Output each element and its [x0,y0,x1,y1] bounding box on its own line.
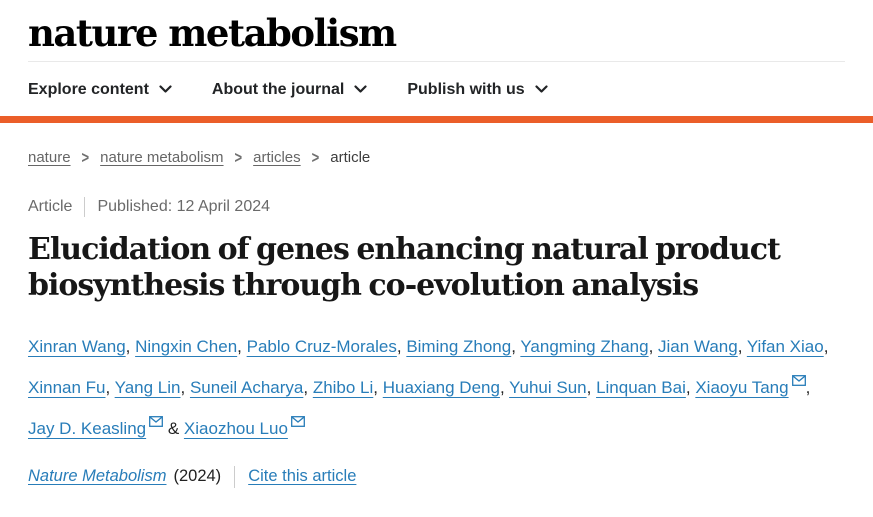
chevron-right-icon: > [81,147,90,167]
author: Jian Wang, [658,337,747,356]
author: Yangming Zhang, [520,337,658,356]
author: Xinnan Fu, [28,378,115,397]
author-link[interactable]: Yangming Zhang [520,337,649,357]
cite-this-article-link[interactable]: Cite this article [248,467,357,486]
author: Yifan Xiao, [747,337,829,356]
author-separator: , [237,337,247,357]
author: Zhibo Li, [313,378,383,397]
author-separator: , [180,378,190,398]
author-link[interactable]: Linquan Bai [596,378,686,398]
author-link[interactable]: Huaxiang Deng [382,378,500,398]
author-separator: , [737,337,747,357]
author: Huaxiang Deng, [383,378,509,397]
author-link[interactable]: Yifan Xiao [746,337,824,357]
author-list: Xinran Wang, Ningxin Chen, Pablo Cruz-Mo… [28,327,845,449]
nav-about-the-journal[interactable]: About the journal [212,81,367,99]
email-envelope-icon[interactable] [290,402,305,443]
breadcrumb-link-nature[interactable]: nature [28,148,71,166]
journal-cite-row: Nature Metabolism (2024) Cite this artic… [28,465,845,488]
nav-label: Explore content [28,80,149,98]
meta-divider [84,196,86,217]
main-nav: Explore content About the journal Publis… [0,62,873,116]
chevron-right-icon: > [234,147,243,167]
nav-explore-content[interactable]: Explore content [28,81,172,99]
author-separator: , [823,337,829,357]
author-link[interactable]: Ningxin Chen [135,337,238,357]
publication-year: (2024) [173,467,222,486]
published-date: Published: 12 April 2024 [97,197,271,215]
author-separator: , [105,378,115,398]
author: Jay D. Keasling & [28,415,184,438]
breadcrumb-link-nature-metabolism[interactable]: nature metabolism [100,148,224,166]
masthead: nature metabolism [0,0,873,62]
chevron-down-icon [159,85,172,94]
masthead-divider [28,60,845,62]
nav-label: About the journal [211,80,345,98]
article-title: Elucidation of genes enhancing natural p… [28,231,781,304]
author: Biming Zhong, [406,337,520,356]
nav-label: Publish with us [407,80,525,98]
author: Xinran Wang, [28,337,135,356]
author-link[interactable]: Zhibo Li [312,378,374,398]
author: Suneil Acharya, [190,378,313,397]
author-link[interactable]: Pablo Cruz-Morales [246,337,397,357]
author-link[interactable]: Jian Wang [658,337,738,357]
breadcrumb-link-articles[interactable]: articles [253,148,301,166]
breadcrumb: nature > nature metabolism > articles > … [0,123,873,167]
author: Yuhui Sun, [509,378,596,397]
cite-divider [234,465,236,488]
accent-divider-bar [0,115,873,123]
author-separator: , [586,378,597,398]
author-separator: , [511,337,521,357]
author: Ningxin Chen, [135,337,247,356]
author: Yang Lin, [115,378,190,397]
author-separator: , [648,337,659,357]
nav-publish-with-us[interactable]: Publish with us [407,80,548,99]
author: Pablo Cruz-Morales, [247,337,407,356]
author-link[interactable]: Suneil Acharya [189,378,304,398]
breadcrumb-current-article: article [330,148,371,166]
author-separator: & [163,418,184,438]
author-link[interactable]: Yang Lin [114,378,181,398]
author-separator: , [396,337,407,357]
author-link[interactable]: Jay D. Keasling [28,418,147,438]
chevron-down-icon [354,85,367,94]
author: Linquan Bai, [596,378,695,397]
author-separator: , [805,378,811,398]
article-meta: Article Published: 12 April 2024 [0,166,873,217]
journal-logo[interactable]: nature metabolism [28,11,397,55]
author-link[interactable]: Yuhui Sun [509,378,587,398]
author-link[interactable]: Xinnan Fu [28,378,106,398]
author-separator: , [373,378,383,398]
chevron-right-icon: > [311,147,320,167]
author-link[interactable]: Biming Zhong [406,337,512,357]
author-link[interactable]: Xiaoyu Tang [695,378,789,398]
journal-link[interactable]: Nature Metabolism [28,467,167,486]
author-separator: , [125,337,136,357]
author-separator: , [685,378,696,398]
author: Xiaozhou Luo [183,415,305,438]
author-separator: , [499,378,510,398]
email-envelope-icon[interactable] [791,361,806,402]
article-type-label: Article [28,197,73,215]
email-envelope-icon[interactable] [149,402,164,443]
chevron-down-icon [535,85,548,94]
author: Xiaoyu Tang, [695,375,811,398]
author-link[interactable]: Xinran Wang [28,337,126,357]
author-separator: , [303,378,313,398]
author-link[interactable]: Xiaozhou Luo [183,418,288,438]
